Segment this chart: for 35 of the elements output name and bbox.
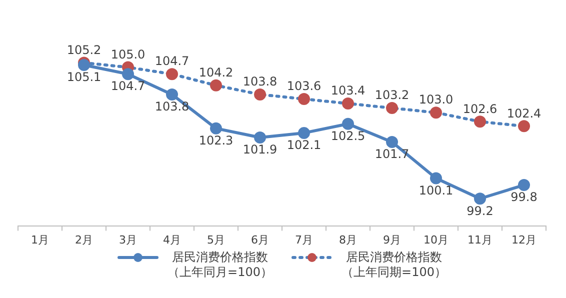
x-tick-label: 2月 <box>75 233 93 246</box>
data-label: 103.6 <box>286 79 322 94</box>
data-label: 102.3 <box>198 134 234 148</box>
data-label: 105.1 <box>66 70 102 84</box>
x-tick-label: 4月 <box>163 233 181 246</box>
x-tick-label: 5月 <box>207 233 225 246</box>
data-label: 104.2 <box>198 66 234 80</box>
data-label: 100.1 <box>418 183 454 198</box>
legend-label: 居民消费价格指数（上年同期=100） <box>340 250 448 280</box>
x-tick-label: 3月 <box>119 233 137 246</box>
legend-label: 居民消费价格指数（上年同月=100） <box>166 250 274 280</box>
data-label: 101.9 <box>242 142 278 157</box>
x-tick-label: 11月 <box>468 233 492 246</box>
data-label: 99.8 <box>510 190 538 204</box>
data-label: 103.8 <box>154 100 190 114</box>
data-label: 103.0 <box>418 92 454 107</box>
x-tick-label: 9月 <box>383 233 401 246</box>
x-tick-label: 8月 <box>339 233 357 246</box>
data-label: 104.7 <box>110 79 146 94</box>
data-label: 104.7 <box>154 54 190 68</box>
data-label: 105.0 <box>110 47 146 62</box>
data-label: 103.2 <box>374 88 410 102</box>
x-tick-label: 6月 <box>251 233 269 246</box>
data-label: 102.5 <box>330 129 366 144</box>
x-tick-label: 1月 <box>31 233 49 246</box>
x-tick-label: 12月 <box>512 233 536 246</box>
data-label: 105.2 <box>66 42 102 57</box>
data-label: 102.6 <box>462 102 498 116</box>
data-label: 103.8 <box>242 74 278 89</box>
data-label: 99.2 <box>466 204 494 218</box>
data-label: 102.4 <box>506 106 542 120</box>
x-tick-label: 10月 <box>424 233 448 246</box>
x-tick-label: 7月 <box>295 233 313 246</box>
data-label: 102.1 <box>286 138 322 152</box>
data-label: 103.4 <box>330 84 366 98</box>
